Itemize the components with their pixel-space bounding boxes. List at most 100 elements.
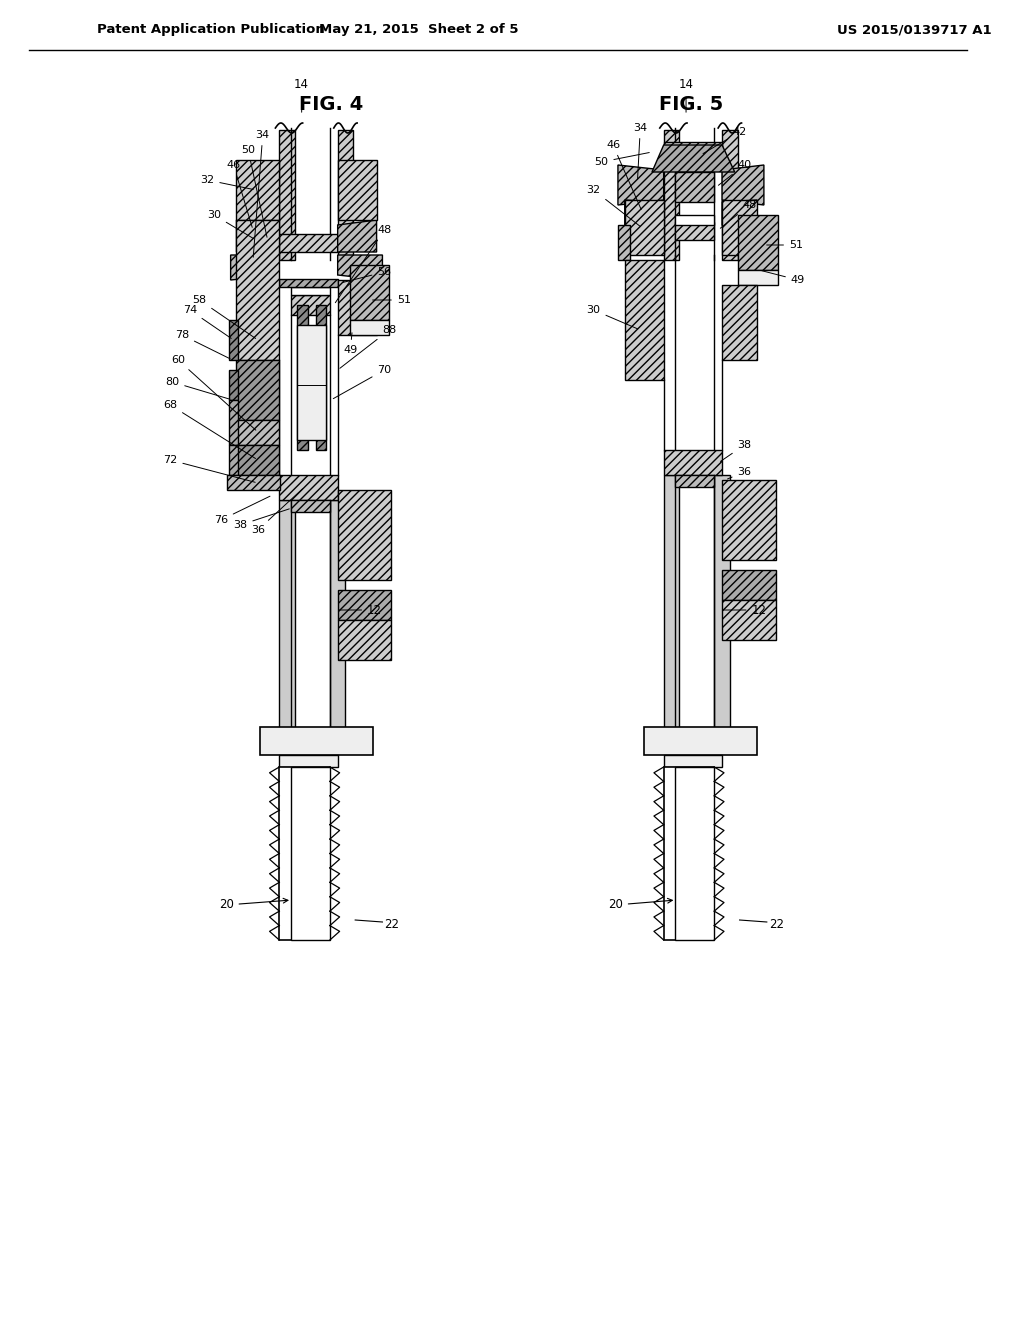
Bar [291,500,330,512]
Bar [237,160,280,220]
Bar [280,500,295,730]
Bar [664,129,679,260]
Bar [722,601,775,640]
Text: 38: 38 [721,440,752,462]
Text: 36: 36 [727,467,752,479]
Text: 34: 34 [253,129,269,257]
Text: 56: 56 [343,267,391,282]
Polygon shape [652,145,734,172]
Bar [338,590,391,620]
Bar [715,475,730,730]
Bar [280,234,338,252]
Bar [297,325,326,440]
Text: 14: 14 [679,78,693,112]
Text: FIG. 5: FIG. 5 [658,95,723,115]
Bar [722,480,775,560]
Polygon shape [338,220,377,252]
Bar [237,420,280,445]
Polygon shape [722,165,764,205]
Polygon shape [237,220,280,252]
Bar [338,620,391,660]
Text: 12: 12 [723,603,767,616]
Bar [291,294,330,315]
Text: 76: 76 [214,496,270,525]
Text: May 21, 2015  Sheet 2 of 5: May 21, 2015 Sheet 2 of 5 [318,24,518,37]
Text: 14: 14 [294,78,309,112]
Text: 32: 32 [587,185,640,226]
Text: 70: 70 [333,366,391,399]
Bar [228,445,239,475]
Bar [316,305,326,450]
Bar [676,215,715,224]
Text: 51: 51 [767,240,803,249]
Text: 32: 32 [201,176,253,190]
Bar [722,129,737,260]
Bar [237,445,280,475]
Polygon shape [338,255,382,280]
Bar [664,143,722,160]
Bar [676,767,715,940]
Bar [260,727,373,755]
Bar [237,360,280,420]
Text: 60: 60 [171,355,256,430]
Text: 46: 46 [226,160,252,227]
Bar [338,280,377,335]
Bar [676,222,715,240]
Bar [722,201,757,255]
Bar [664,450,722,475]
Bar [722,285,757,360]
Bar [280,767,330,940]
Text: FIG. 4: FIG. 4 [299,95,362,115]
Bar [291,767,330,940]
Bar [676,475,715,487]
Bar [350,265,389,319]
Text: 42: 42 [703,127,746,153]
Bar [350,319,389,335]
Text: 58: 58 [193,294,256,338]
Bar [280,475,338,500]
Bar [330,500,345,730]
Polygon shape [230,255,280,280]
Text: 30: 30 [587,305,638,329]
Bar [617,224,630,260]
Bar [338,160,377,220]
Bar [664,767,715,940]
Bar [664,475,679,730]
Bar [676,172,715,202]
Text: 50: 50 [241,145,267,238]
Bar [625,260,664,380]
Text: 49: 49 [762,271,805,285]
Text: 38: 38 [233,510,290,531]
Text: 49: 49 [343,333,357,355]
Polygon shape [617,165,664,205]
Text: 74: 74 [182,305,231,338]
Text: 51: 51 [373,294,411,305]
Text: 12: 12 [339,603,382,616]
Text: 68: 68 [163,400,256,458]
Text: Patent Application Publication: Patent Application Publication [97,24,325,37]
Bar [291,286,330,294]
Bar [722,570,775,601]
Bar [237,220,280,360]
Bar [338,490,391,579]
Text: 50: 50 [594,153,649,168]
Bar [644,727,757,755]
Text: 22: 22 [769,919,783,932]
Text: 22: 22 [384,919,399,932]
Text: 46: 46 [606,140,641,210]
Polygon shape [625,201,664,230]
Text: 20: 20 [608,899,673,912]
Text: 20: 20 [219,899,288,912]
Text: 48: 48 [335,224,391,302]
Text: 78: 78 [175,330,230,359]
Text: 30: 30 [207,210,254,239]
Text: 36: 36 [251,488,302,535]
Polygon shape [722,201,757,230]
Bar [228,400,239,445]
Bar [280,129,295,260]
Bar [228,370,239,400]
Text: US 2015/0139717 A1: US 2015/0139717 A1 [837,24,991,37]
Text: 80: 80 [165,378,230,399]
Bar [280,279,338,286]
Bar [625,201,664,255]
